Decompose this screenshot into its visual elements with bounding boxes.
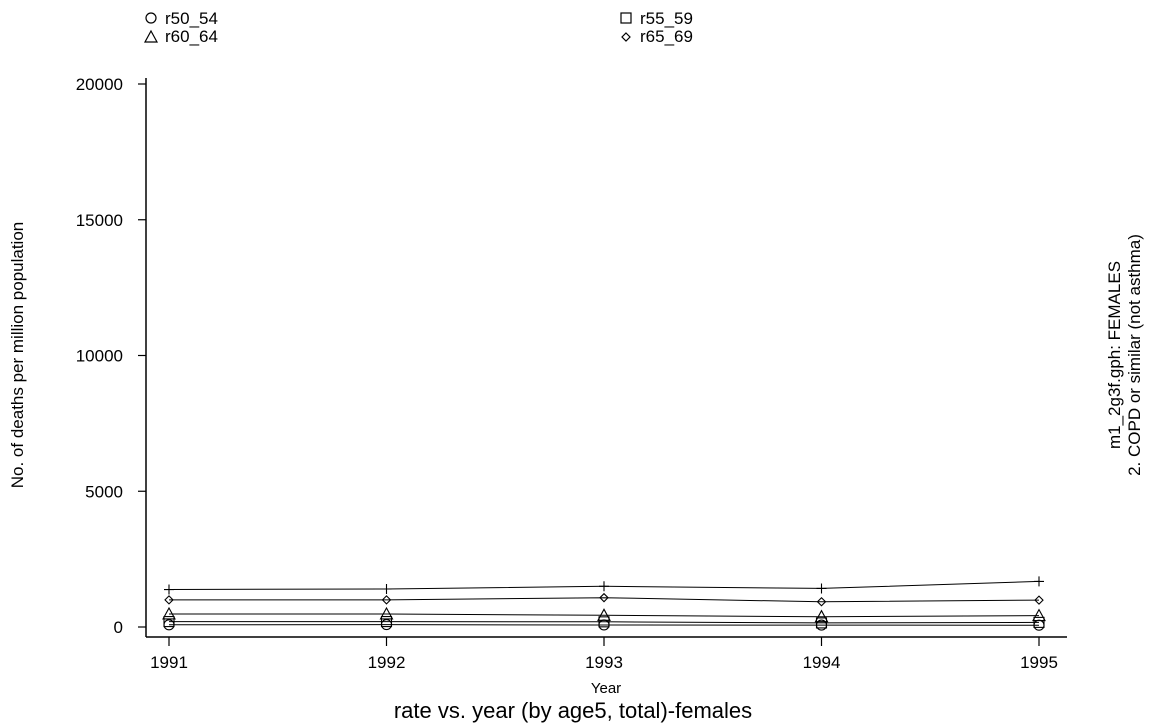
- legend-diamond-marker: [621, 32, 631, 42]
- plus-marker: [1034, 576, 1044, 587]
- x-tick-label: 1992: [368, 653, 406, 672]
- y-tick-label: 20000: [76, 75, 123, 94]
- legend: r50_54 r55_59 r60_64 r65_69: [143, 9, 693, 46]
- legend-label: r65_69: [640, 27, 693, 46]
- y-tick-label: 0: [114, 618, 123, 637]
- square-marker: [598, 616, 610, 628]
- series-line-r55_59: [169, 621, 1040, 624]
- plus-marker: [164, 584, 174, 595]
- triangle-marker: [814, 609, 829, 623]
- x-tick-label: 1994: [803, 653, 841, 672]
- legend-label: r50_54: [165, 9, 218, 28]
- diamond-marker: [816, 596, 827, 607]
- legend-item-r65_69: r65_69: [621, 27, 693, 46]
- diamond-marker: [1034, 595, 1044, 605]
- triangle-marker: [379, 606, 394, 620]
- legend-triangle-marker: [143, 29, 159, 43]
- side-title-line-1: m1_2g3f.gph: FEMALES: [1105, 261, 1124, 449]
- legend-item-r60_64: r60_64: [143, 27, 218, 46]
- legend-item-r50_54: r50_54: [145, 9, 218, 28]
- x-axis-ticks: 1991 1992 1993 1994 1995: [150, 637, 1058, 672]
- triangle-marker: [162, 606, 176, 620]
- legend-square-marker: [620, 12, 632, 24]
- x-tick-label: 1995: [1020, 653, 1058, 672]
- side-title-line-2: 2. COPD or similar (not asthma): [1125, 234, 1144, 476]
- x-tick-label: 1993: [585, 653, 623, 672]
- series-line-r60_64: [169, 613, 1040, 618]
- plus-marker: [381, 583, 392, 594]
- square-marker: [163, 616, 175, 628]
- legend-label: r55_59: [640, 9, 693, 28]
- diamond-marker: [381, 595, 392, 605]
- legend-circle-marker: [145, 12, 157, 24]
- diamond-marker: [164, 595, 174, 605]
- plot-area: [162, 576, 1046, 631]
- square-marker: [380, 616, 393, 628]
- plus-marker: [816, 583, 827, 594]
- series-line-r65_69: [169, 597, 1040, 603]
- x-axis-label: Year: [591, 680, 621, 697]
- y-tick-label: 5000: [85, 482, 123, 501]
- square-marker: [1033, 616, 1045, 628]
- legend-item-r55_59: r55_59: [620, 9, 693, 28]
- series-line-r50_54: [168, 624, 1040, 626]
- y-tick-label: 15000: [76, 211, 123, 230]
- x-tick-label: 1991: [150, 653, 188, 672]
- y-tick-label: 10000: [76, 347, 123, 366]
- y-axis-label: No. of deaths per million population: [8, 222, 27, 489]
- plus-marker: [599, 581, 609, 592]
- diamond-marker: [599, 592, 609, 603]
- square-marker: [815, 617, 828, 629]
- triangle-marker: [597, 608, 611, 621]
- chart-title: rate vs. year (by age5, total)-females: [394, 698, 752, 723]
- triangle-marker: [1032, 608, 1046, 622]
- legend-label: r60_64: [165, 27, 218, 46]
- y-axis-ticks: 0 5000 10000 15000 20000: [76, 75, 146, 637]
